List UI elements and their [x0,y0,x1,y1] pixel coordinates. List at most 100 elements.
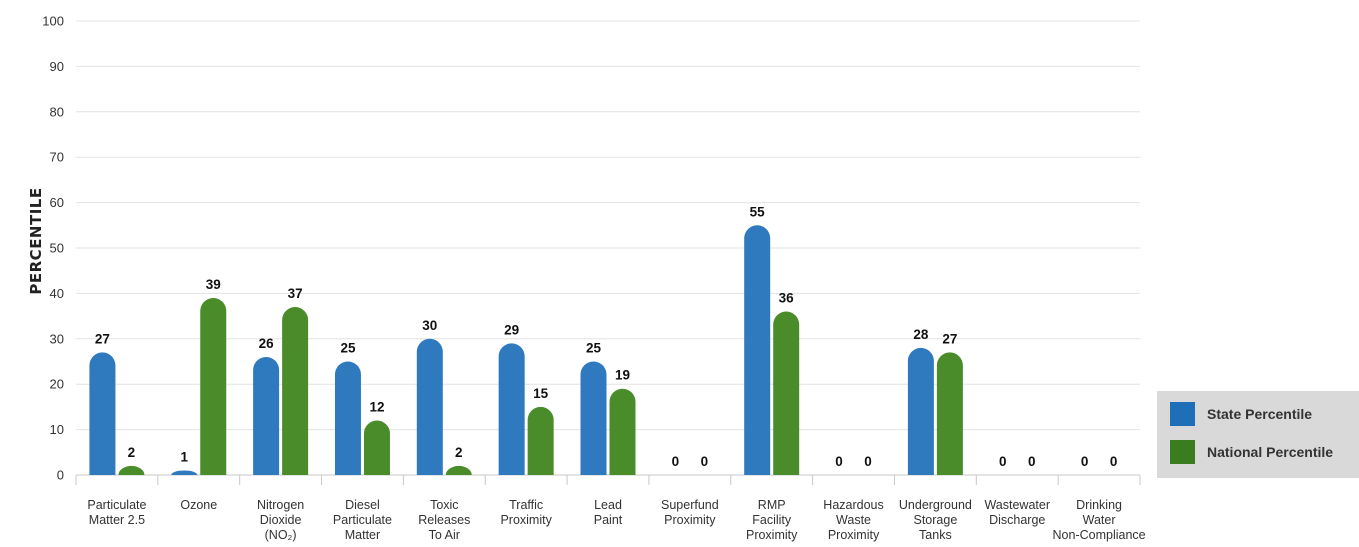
state-value-label: 55 [750,204,766,219]
x-category-label: Diesel Particulate Matter [333,498,392,542]
x-category-label: Hazardous Waste Proximity [823,498,883,542]
x-category-label-line: Hazardous [823,498,883,512]
x-category-label-line: Ozone [180,498,217,512]
state-bar[interactable] [580,361,607,476]
x-category-label-line: Particulate [87,498,146,512]
national-value-label: 0 [1110,454,1118,469]
y-tick-label: 30 [50,331,64,346]
x-category-label-line: Water [1083,513,1116,527]
state-value-label: 29 [504,322,519,337]
x-category-label: Particulate Matter 2.5 [87,498,146,527]
x-category-label: Drinking Water Non-Compliance [1053,498,1146,542]
legend-swatch-state [1170,402,1195,426]
national-value-label: 0 [864,454,872,469]
legend: State Percentile National Percentile [1157,391,1359,478]
national-bar[interactable] [445,465,472,475]
x-category-label-line: Diesel [345,498,380,512]
x-category-label: Ozone [180,498,217,512]
national-value-label: 2 [128,445,136,460]
state-value-label: 30 [422,318,437,333]
legend-label-state: State Percentile [1207,406,1313,422]
state-value-label: 0 [672,454,680,469]
x-category-label-line: To Air [429,528,460,542]
x-category-label-line: Facility [752,513,792,527]
state-value-label: 0 [1081,454,1089,469]
x-category-label-line: Superfund [661,498,719,512]
x-category-label: Toxic Releases To Air [418,498,470,542]
x-category-label-line: Discharge [989,513,1045,527]
state-bar[interactable] [498,343,525,475]
national-value-label: 2 [455,445,463,460]
legend-item-state[interactable]: State Percentile [1170,402,1312,426]
y-tick-label: 60 [50,195,64,210]
national-bar[interactable] [609,388,636,475]
y-tick-label: 50 [50,241,64,256]
x-category-label-line: (NO₂) [265,528,297,542]
state-value-label: 25 [340,341,356,356]
x-category-label-line: Storage [913,513,957,527]
y-tick-label: 0 [57,468,64,483]
national-value-label: 15 [533,386,549,401]
x-category-label-line: Tanks [919,528,952,542]
state-value-label: 1 [181,449,189,464]
state-bar[interactable] [89,352,116,475]
state-bar[interactable] [334,361,361,476]
x-category-label-line: Wastewater [984,498,1050,512]
national-value-label: 36 [779,291,795,306]
national-bar[interactable] [200,297,227,475]
y-tick-label: 100 [42,14,64,29]
national-value-label: 0 [1028,454,1036,469]
national-bar[interactable] [118,465,145,475]
state-bar[interactable] [253,356,280,475]
y-tick-label: 10 [50,422,64,437]
state-value-label: 25 [586,341,602,356]
national-value-label: 0 [701,454,709,469]
legend-item-national[interactable]: National Percentile [1170,440,1333,464]
x-category-label: Underground Storage Tanks [899,498,972,542]
state-bar[interactable] [171,470,198,475]
state-value-label: 27 [95,331,110,346]
national-bar[interactable] [527,406,554,475]
state-value-label: 0 [835,454,843,469]
x-category-label-line: Releases [418,513,470,527]
national-value-label: 39 [206,277,221,292]
y-tick-label: 70 [50,150,64,165]
state-bar[interactable] [907,347,934,475]
x-category-label-line: Particulate [333,513,392,527]
x-category-label-line: Non-Compliance [1053,528,1146,542]
national-value-label: 12 [369,400,384,415]
y-tick-label: 80 [50,104,64,119]
national-bar[interactable] [773,311,800,475]
y-axis-ticks: 0 10 20 30 40 50 60 70 80 90 100 [42,14,64,483]
national-bar[interactable] [282,307,309,475]
national-value-label: 27 [942,331,957,346]
x-category-label-line: Proximity [746,528,798,542]
national-value-label: 19 [615,368,630,383]
x-category-label-line: Matter [345,528,380,542]
y-tick-label: 40 [50,286,64,301]
national-bar[interactable] [936,352,963,475]
x-category-label-line: Drinking [1076,498,1122,512]
bars [89,225,963,476]
y-axis-label: PERCENTILE [27,187,45,294]
x-category-label: Wastewater Discharge [984,498,1050,527]
x-category-label-line: Proximity [828,528,880,542]
y-tick-label: 20 [50,377,64,392]
x-category-label-line: Matter 2.5 [89,513,145,527]
x-category-label-line: Traffic [509,498,543,512]
x-category-label-line: Proximity [664,513,716,527]
x-category-label-line: Nitrogen [257,498,304,512]
state-bar[interactable] [744,225,771,475]
state-bar[interactable] [416,338,443,475]
national-bar[interactable] [363,420,390,475]
national-value-label: 37 [288,286,303,301]
legend-label-national: National Percentile [1207,444,1334,460]
state-value-label: 28 [913,327,929,342]
legend-swatch-national [1170,440,1195,464]
data-labels: 27 1 26 25 30 29 25 0 55 0 28 0 0 2 39 37 12 2 15 19 0 36 0 27 0… [95,204,1117,469]
state-value-label: 0 [999,454,1007,469]
x-category-label-line: Underground [899,498,972,512]
grid-lines [76,20,1140,476]
